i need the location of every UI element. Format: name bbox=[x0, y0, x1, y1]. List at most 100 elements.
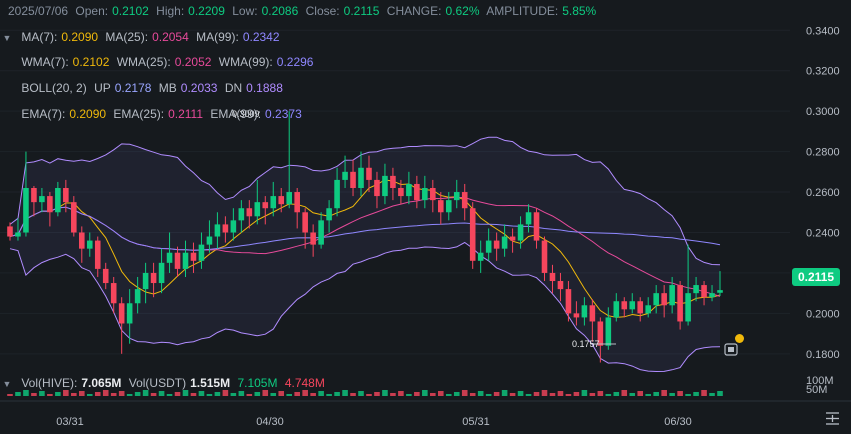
candle-body bbox=[94, 240, 101, 269]
amplitude-value: 5.85% bbox=[562, 4, 597, 18]
ma-indicator-row[interactable]: ▼ MA(7): 0.2090 MA(25): 0.2054 MA(99): 0.23… bbox=[0, 30, 800, 52]
candle-body bbox=[71, 202, 77, 233]
candle-body bbox=[342, 171, 348, 180]
volume-bar bbox=[509, 393, 516, 396]
candle-body bbox=[382, 175, 388, 197]
ma7-value: 0.2090 bbox=[61, 30, 99, 44]
y-tick-label: 0.2600 bbox=[806, 187, 840, 199]
candle-body bbox=[485, 240, 492, 253]
price-axis[interactable]: 0.34000.32000.30000.28000.26000.24000.22… bbox=[806, 25, 840, 396]
candle-body bbox=[541, 240, 548, 273]
wma-indicator-row[interactable]: WMA(7): 0.2102 WMA(25): 0.2052 WMA(99): 0.2… bbox=[0, 55, 800, 77]
candle-body bbox=[477, 252, 484, 261]
volume-collapse-icon[interactable]: ▼ bbox=[2, 379, 12, 389]
candle-body bbox=[605, 317, 612, 346]
candle-body bbox=[78, 232, 85, 249]
menu-lines-icon bbox=[826, 412, 839, 425]
low-value: 0.2086 bbox=[261, 4, 299, 18]
candle-body bbox=[390, 175, 396, 188]
candle-body bbox=[214, 224, 221, 237]
candle-body bbox=[621, 301, 628, 310]
volume-bar bbox=[605, 394, 612, 396]
volume-bar bbox=[709, 393, 715, 396]
candle-body bbox=[23, 188, 29, 233]
candle-body bbox=[685, 293, 691, 322]
candle-body bbox=[430, 188, 436, 201]
volume-indicator-row[interactable]: ▼ Vol(HIVE): 7.065M Vol(USDT) 1.515M 7.105… bbox=[0, 376, 800, 398]
candle-body bbox=[286, 192, 293, 205]
candle-body bbox=[549, 272, 556, 282]
volume-bar bbox=[469, 393, 476, 396]
volume-bar bbox=[342, 390, 348, 396]
volume-bar bbox=[661, 390, 667, 396]
volume-bar bbox=[493, 392, 500, 396]
collapse-arrow-icon[interactable]: ▼ bbox=[2, 33, 12, 43]
ema99-value: 0.2373 bbox=[265, 107, 302, 121]
volume-bar bbox=[182, 390, 189, 396]
vol-usdt-label: Vol(USDT) bbox=[128, 376, 187, 390]
volume-bar bbox=[358, 391, 364, 396]
candle-body bbox=[509, 236, 516, 241]
volume-bar bbox=[190, 393, 197, 396]
candle-body bbox=[166, 252, 173, 263]
candle-body bbox=[422, 188, 428, 201]
candle-body bbox=[629, 301, 636, 310]
candle-body bbox=[310, 232, 316, 245]
ema-indicator-row[interactable]: EMA(7): 0.2090 EMA(25): 0.2111 EMA(99): 0.2… bbox=[0, 107, 800, 129]
calendar-icon[interactable] bbox=[724, 342, 738, 359]
candle-body bbox=[517, 224, 524, 241]
candle-body bbox=[230, 220, 237, 233]
ema25-value: 0.2111 bbox=[168, 107, 204, 121]
volume-bar bbox=[350, 393, 356, 396]
settings-menu-icon[interactable] bbox=[826, 412, 839, 428]
volume-bar bbox=[669, 393, 675, 396]
time-axis[interactable]: 03/31 04/30 05/31 06/30 bbox=[56, 416, 692, 428]
volume-bar bbox=[158, 391, 165, 396]
volume-bar bbox=[110, 393, 117, 396]
candle-body bbox=[55, 188, 61, 213]
candle-body bbox=[150, 272, 157, 284]
boll-upper bbox=[9, 136, 721, 266]
y-tick-label: 0.3000 bbox=[806, 106, 840, 118]
volume-bar bbox=[86, 394, 93, 396]
candle-body bbox=[350, 171, 356, 188]
volume-bar bbox=[430, 393, 436, 396]
volume-bar bbox=[685, 394, 691, 396]
volume-bar bbox=[7, 394, 13, 396]
vol-usdt-value: 1.515M bbox=[190, 376, 231, 390]
volume-bar bbox=[541, 390, 548, 396]
low-label: Low: bbox=[232, 4, 258, 18]
boll-label: BOLL(20, 2) bbox=[21, 81, 87, 95]
candle-body bbox=[661, 293, 667, 306]
boll-indicator-row[interactable]: BOLL(20, 2) UP 0.2178 MB 0.2033 DN 0.1888 bbox=[0, 81, 800, 103]
candle-body bbox=[294, 192, 300, 213]
volume-bar bbox=[55, 392, 61, 396]
volume-bar bbox=[94, 392, 101, 396]
volume-bar bbox=[39, 391, 45, 396]
candle-body bbox=[15, 232, 21, 237]
ma99-value: 0.2342 bbox=[242, 30, 280, 44]
x-tick-label: 05/31 bbox=[462, 416, 490, 428]
volume-bar bbox=[15, 392, 21, 396]
candle-body bbox=[717, 290, 723, 293]
vol-usdt-ma2: 4.748M bbox=[284, 376, 325, 390]
candle-body bbox=[326, 208, 332, 221]
volume-bar bbox=[334, 392, 340, 396]
ema7-value: 0.2090 bbox=[69, 107, 107, 121]
boll-dn-label: DN bbox=[224, 81, 243, 95]
candle-body bbox=[398, 188, 404, 197]
candle-body bbox=[262, 202, 269, 209]
candle-body bbox=[278, 196, 285, 205]
notification-dot-icon[interactable] bbox=[735, 334, 744, 343]
candle-body bbox=[334, 179, 340, 209]
candles-group[interactable] bbox=[7, 111, 723, 363]
candle-body bbox=[134, 289, 141, 304]
high-label: High: bbox=[156, 4, 185, 18]
volume-bar bbox=[589, 393, 596, 396]
vol-usdt-ma1: 7.105M bbox=[237, 376, 278, 390]
candle-date: 2025/07/06 bbox=[8, 4, 69, 18]
volume-bar bbox=[150, 393, 157, 396]
vol-hive-label: Vol(HIVE): bbox=[21, 376, 78, 390]
x-tick-label: 04/30 bbox=[256, 416, 284, 428]
